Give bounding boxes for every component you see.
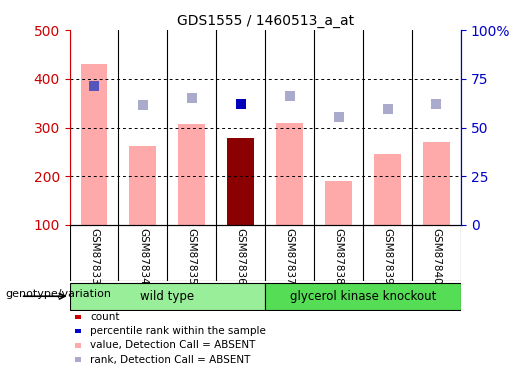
Text: value, Detection Call = ABSENT: value, Detection Call = ABSENT (90, 340, 255, 350)
Point (432, 101, 440, 107)
Text: GSM87839: GSM87839 (383, 228, 392, 285)
Point (236, 101, 245, 107)
Text: GSM87837: GSM87837 (285, 228, 295, 285)
Bar (80, 64, 108, 225)
Point (285, 93, 294, 99)
Bar (325, 181, 352, 225)
Text: GSM87835: GSM87835 (187, 228, 197, 285)
Text: wild type: wild type (140, 290, 195, 303)
Bar (423, 142, 450, 225)
Point (90, 83, 98, 89)
Text: percentile rank within the sample: percentile rank within the sample (90, 326, 266, 336)
Bar (70, 283, 265, 310)
Text: count: count (90, 312, 119, 322)
Text: GSM87836: GSM87836 (236, 228, 246, 285)
Point (383, 106, 391, 112)
Text: glycerol kinase knockout: glycerol kinase knockout (290, 290, 436, 303)
Text: GSM87834: GSM87834 (138, 228, 148, 285)
Text: rank, Detection Call = ABSENT: rank, Detection Call = ABSENT (90, 355, 250, 364)
Bar (265, 283, 461, 310)
Text: GSM87838: GSM87838 (334, 228, 344, 285)
Point (335, 114, 343, 120)
Point (187, 95, 196, 101)
Point (139, 102, 147, 108)
Text: GSM87840: GSM87840 (432, 228, 441, 284)
Text: genotype/variation: genotype/variation (5, 290, 111, 299)
Text: GSM87833: GSM87833 (89, 228, 99, 285)
Title: GDS1555 / 1460513_a_at: GDS1555 / 1460513_a_at (177, 13, 354, 28)
Bar (276, 123, 303, 225)
Bar (227, 138, 254, 225)
Bar (374, 154, 401, 225)
Bar (178, 124, 205, 225)
Bar (129, 146, 157, 225)
